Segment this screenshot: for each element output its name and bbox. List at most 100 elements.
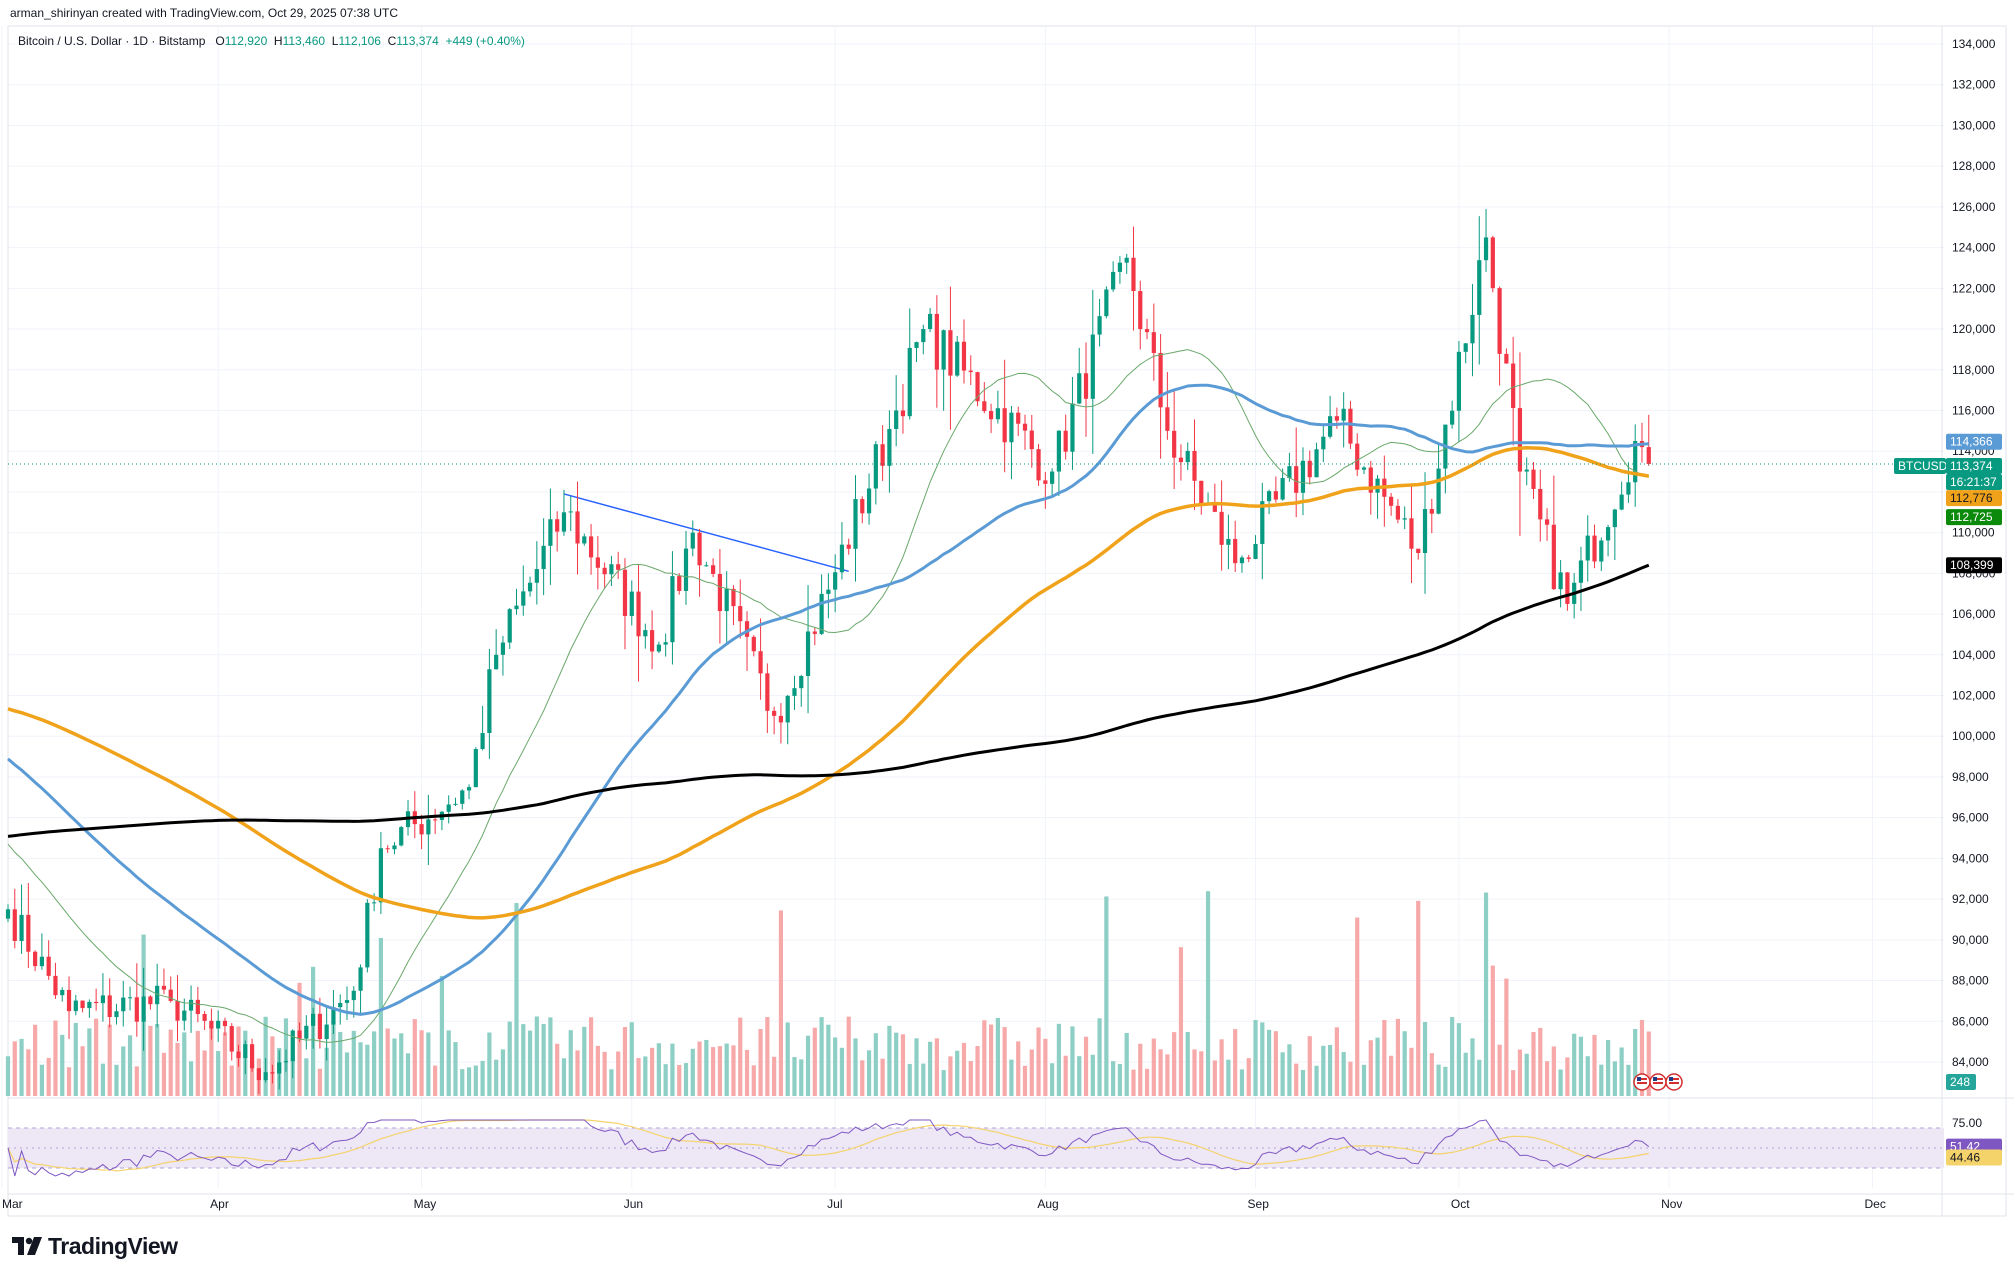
candle-body bbox=[1144, 329, 1150, 333]
candle-body bbox=[1456, 351, 1462, 411]
volume-bar bbox=[148, 1025, 153, 1096]
volume-bar bbox=[1599, 1064, 1604, 1096]
candle-body bbox=[358, 967, 363, 991]
volume-bar bbox=[338, 1031, 343, 1096]
volume-bar bbox=[1422, 1021, 1428, 1096]
volume-bar bbox=[765, 1016, 770, 1096]
price-tick-label: 132,000 bbox=[1952, 78, 1996, 92]
candle-body bbox=[1009, 412, 1014, 443]
candle-body bbox=[134, 997, 139, 1022]
volume-bar bbox=[1592, 1034, 1597, 1096]
volume-bar bbox=[60, 1034, 65, 1096]
candle-body bbox=[1253, 543, 1258, 559]
candle-body bbox=[914, 342, 919, 348]
candle-body bbox=[1619, 494, 1624, 510]
volume-bar bbox=[1097, 1018, 1102, 1096]
volume-bar bbox=[399, 1033, 404, 1096]
time-axis[interactable]: Mar Apr May Jun Jul Aug Sep Oct Nov Dec bbox=[2, 1197, 1886, 1211]
candle-body bbox=[19, 914, 24, 941]
trendline[interactable] bbox=[563, 493, 849, 573]
volume-bar bbox=[317, 1068, 322, 1096]
volume-bar bbox=[887, 1025, 892, 1096]
candle-body bbox=[1490, 237, 1495, 289]
candle-body bbox=[772, 710, 777, 716]
candle-body bbox=[785, 695, 790, 723]
volume-bar bbox=[1361, 1064, 1367, 1096]
candle-body bbox=[1646, 447, 1651, 464]
candle-body bbox=[188, 999, 194, 1011]
candle-body bbox=[1429, 509, 1434, 514]
volume-bar bbox=[1307, 1036, 1312, 1096]
volume-bar bbox=[602, 1051, 607, 1096]
volume-bar bbox=[1382, 1020, 1387, 1096]
candle-body bbox=[778, 715, 784, 723]
volume-bar bbox=[66, 1067, 72, 1096]
sma100-price-tag-bg bbox=[1946, 490, 2002, 507]
month-label: Aug bbox=[1037, 1197, 1058, 1211]
volume-bar bbox=[588, 1017, 594, 1096]
volume-bar bbox=[1300, 1070, 1306, 1096]
volume-bar bbox=[1327, 1044, 1333, 1096]
volume-bar bbox=[1551, 1046, 1556, 1096]
candle-body bbox=[1226, 538, 1231, 545]
candle-body bbox=[819, 593, 824, 634]
volume-bar bbox=[351, 1030, 356, 1096]
volume-bar bbox=[1212, 1060, 1217, 1096]
tradingview-logo[interactable]: TradingView bbox=[12, 1232, 178, 1260]
candle-body bbox=[1341, 408, 1346, 421]
us-flag-event-icon bbox=[1649, 1073, 1667, 1091]
volume-bar bbox=[548, 1017, 553, 1096]
candle-body bbox=[988, 411, 994, 420]
us-flag-event-icon bbox=[1665, 1073, 1683, 1091]
volume-bar bbox=[263, 1016, 268, 1096]
flag-canton bbox=[1653, 1077, 1657, 1081]
candle-body bbox=[724, 588, 729, 612]
candle-body bbox=[1239, 557, 1245, 564]
volume-bar bbox=[541, 1023, 546, 1096]
volume-bar bbox=[1436, 1064, 1441, 1096]
candle-body bbox=[270, 1072, 275, 1074]
candle-body bbox=[148, 996, 153, 1005]
candle-body bbox=[399, 827, 404, 846]
volume-bar bbox=[1178, 947, 1184, 1096]
candle-body bbox=[1158, 352, 1163, 408]
candle-body bbox=[100, 995, 106, 1004]
volume-bar bbox=[1151, 1038, 1156, 1096]
candle-body bbox=[690, 532, 695, 549]
candle-body bbox=[1273, 491, 1278, 500]
candle-body bbox=[473, 748, 478, 788]
symbol-tag: BTCUSD bbox=[1898, 459, 1948, 473]
candle-body bbox=[649, 630, 655, 652]
volume-bar bbox=[1470, 1038, 1475, 1096]
volume-bar bbox=[195, 1030, 200, 1096]
volume-bar bbox=[894, 1032, 899, 1096]
price-tick-label: 120,000 bbox=[1952, 322, 1996, 336]
sma50-price-tag: 114,366 bbox=[1950, 435, 1993, 449]
candle-body bbox=[894, 410, 899, 429]
volume-bar bbox=[860, 1060, 865, 1096]
volume-bar bbox=[426, 1032, 431, 1096]
volume-bar bbox=[582, 1026, 587, 1096]
volume-bar bbox=[1605, 1039, 1611, 1096]
volume-bar bbox=[683, 1063, 689, 1096]
volume-bar bbox=[33, 1024, 38, 1096]
volume-bar bbox=[717, 1046, 723, 1096]
volume-bar bbox=[738, 1017, 743, 1096]
volume-bar bbox=[487, 1032, 492, 1096]
candle-body bbox=[1585, 535, 1590, 561]
candle-body bbox=[161, 985, 167, 990]
candle-body bbox=[507, 609, 512, 643]
price-tick-label: 128,000 bbox=[1952, 159, 1996, 173]
volume-bar bbox=[324, 1047, 329, 1096]
candle-body bbox=[324, 1024, 329, 1040]
candle-body bbox=[1280, 478, 1285, 500]
candle-body bbox=[175, 1000, 180, 1021]
volume-bar bbox=[677, 1064, 682, 1096]
candle-body bbox=[521, 591, 526, 606]
high-value: 113,460 bbox=[282, 34, 326, 48]
volume-bar bbox=[453, 1042, 458, 1096]
volume-bar bbox=[751, 1065, 756, 1096]
candle-body bbox=[1395, 505, 1401, 520]
candle-body bbox=[1524, 469, 1529, 472]
